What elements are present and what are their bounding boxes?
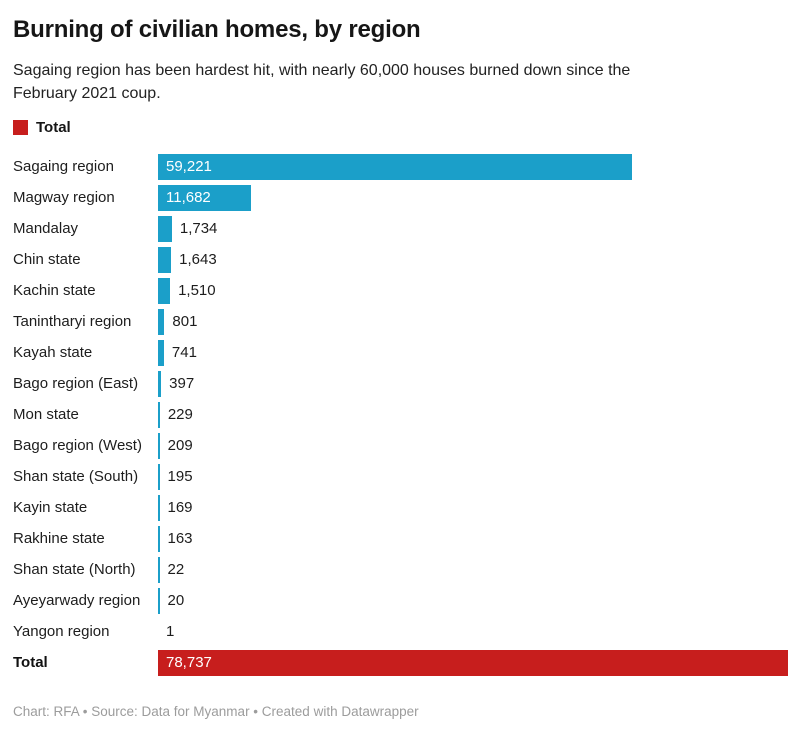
bar[interactable]: 11,682 xyxy=(158,184,252,211)
bar-area: 163 xyxy=(158,525,788,552)
chart-title: Burning of civilian homes, by region xyxy=(13,16,421,43)
value-label: 20 xyxy=(167,591,185,609)
bar[interactable] xyxy=(158,246,172,273)
row-label: Kayah state xyxy=(13,344,93,362)
bar[interactable] xyxy=(158,587,160,614)
bar[interactable] xyxy=(158,556,160,583)
value-label: 195 xyxy=(167,467,193,485)
row-label: Chin state xyxy=(13,251,81,269)
value-label: 169 xyxy=(167,498,193,516)
chart-row: Shan state (North) 22 xyxy=(13,556,788,583)
value-label: 741 xyxy=(171,343,197,361)
bar-area: 1,734 xyxy=(158,215,788,242)
row-label: Yangon region xyxy=(13,623,110,641)
chart-row: Bago region (East) 397 xyxy=(13,370,788,397)
value-label: 22 xyxy=(167,560,185,578)
bar-area: 22 xyxy=(158,556,788,583)
bar-area: 397 xyxy=(158,370,788,397)
chart-row: Shan state (South) 195 xyxy=(13,463,788,490)
legend: Total xyxy=(13,119,788,137)
bar[interactable] xyxy=(158,277,171,304)
chart-row: Kayin state 169 xyxy=(13,494,788,521)
bar[interactable] xyxy=(158,432,160,459)
bar-chart: Sagaing region 59,221 Magway region 11,682 M… xyxy=(13,153,788,676)
value-label: 801 xyxy=(172,312,198,330)
bar[interactable]: 59,221 xyxy=(158,153,632,180)
row-label: Kayin state xyxy=(13,499,88,517)
row-label: Bago region (West) xyxy=(13,437,142,455)
bar[interactable] xyxy=(158,525,160,552)
chart-row: Sagaing region 59,221 xyxy=(13,153,788,180)
value-label: 229 xyxy=(167,405,193,423)
value-label: 1,643 xyxy=(179,250,217,268)
chart-row: Total 78,737 xyxy=(13,649,788,676)
bar[interactable] xyxy=(158,215,172,242)
footer-credit: Chart: RFA • Source: Data for Myanmar • … xyxy=(13,703,419,719)
bar-area: 78,737 xyxy=(158,649,788,676)
chart-subtitle: Sagaing region has been hardest hit, wit… xyxy=(13,61,631,102)
bar-area: 1,510 xyxy=(158,277,788,304)
row-label: Total xyxy=(13,654,48,672)
chart-row: Bago region (West) 209 xyxy=(13,432,788,459)
bar[interactable] xyxy=(158,494,160,521)
bar[interactable] xyxy=(158,463,160,490)
bar-area: 741 xyxy=(158,339,788,366)
total-bar[interactable]: 78,737 xyxy=(158,649,788,676)
chart-row: Rakhine state 163 xyxy=(13,525,788,552)
row-label: Magway region xyxy=(13,189,115,207)
value-label: 397 xyxy=(169,374,195,392)
row-label: Mon state xyxy=(13,406,79,424)
chart-row: Ayeyarwady region 20 xyxy=(13,587,788,614)
value-label: 78,737 xyxy=(166,654,212,672)
value-label: 1 xyxy=(166,622,175,640)
value-label: 11,682 xyxy=(166,189,211,207)
chart-row: Tanintharyi region 801 xyxy=(13,308,788,335)
bar-area: 59,221 xyxy=(158,153,788,180)
bar[interactable] xyxy=(158,308,165,335)
value-label: 59,221 xyxy=(166,158,212,176)
bar-area: 801 xyxy=(158,308,788,335)
value-label: 209 xyxy=(167,436,193,454)
chart-row: Chin state 1,643 xyxy=(13,246,788,273)
row-label: Bago region (East) xyxy=(13,375,139,393)
bar-area: 1,643 xyxy=(158,246,788,273)
row-label: Sagaing region xyxy=(13,158,114,176)
value-label: 163 xyxy=(167,529,193,547)
chart-row: Kayah state 741 xyxy=(13,339,788,366)
bar[interactable] xyxy=(158,370,162,397)
legend-swatch xyxy=(13,120,28,136)
row-label: Shan state (South) xyxy=(13,468,139,486)
chart-row: Kachin state 1,510 xyxy=(13,277,788,304)
row-label: Tanintharyi region xyxy=(13,313,132,331)
legend-label: Total xyxy=(36,119,71,137)
value-label: 1,510 xyxy=(178,281,216,299)
bar[interactable] xyxy=(158,401,160,428)
chart-row: Magway region 11,682 xyxy=(13,184,788,211)
row-label: Kachin state xyxy=(13,282,96,300)
chart-row: Mon state 229 xyxy=(13,401,788,428)
bar-area: 195 xyxy=(158,463,788,490)
row-label: Rakhine state xyxy=(13,530,105,548)
bar-area: 169 xyxy=(158,494,788,521)
bar-area: 229 xyxy=(158,401,788,428)
bar-area: 209 xyxy=(158,432,788,459)
chart-row: Mandalay 1,734 xyxy=(13,215,788,242)
row-label: Ayeyarwady region xyxy=(13,592,141,610)
bar[interactable] xyxy=(158,339,164,366)
value-label: 1,734 xyxy=(179,219,218,237)
bar-area: 11,682 xyxy=(158,184,788,211)
row-label: Mandalay xyxy=(13,220,79,238)
row-label: Shan state (North) xyxy=(13,561,136,579)
bar-area: 20 xyxy=(158,587,788,614)
bar-area: 1 xyxy=(158,619,788,645)
chart-row: Yangon region 1 xyxy=(13,619,788,645)
